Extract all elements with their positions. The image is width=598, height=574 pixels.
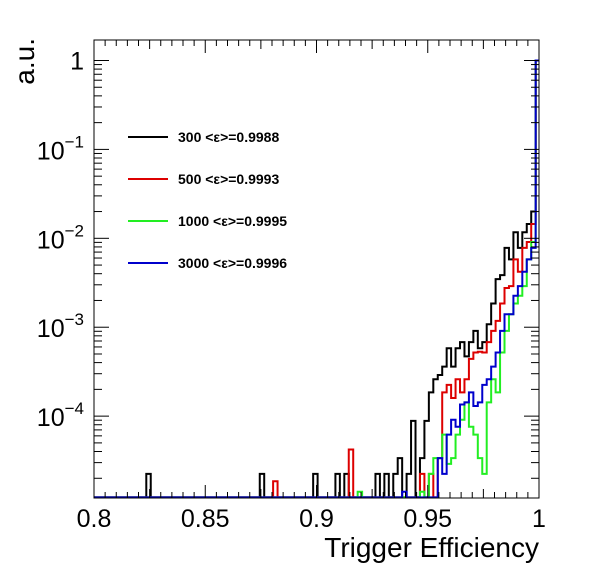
y-tick-label: 10−2: [37, 221, 84, 254]
x-tick-label: 0.95: [403, 505, 452, 533]
y-tick-label: 10−3: [37, 310, 84, 343]
y-tick-label: 10−4: [37, 399, 84, 432]
y-tick-label: 1: [70, 47, 84, 75]
x-tick-label: 0.85: [181, 505, 230, 533]
series-layer: [94, 59, 539, 499]
legend-label-2: 1000 <ε>=0.9995: [178, 213, 287, 229]
y-tick-label: 10−1: [37, 132, 84, 165]
x-tick-label: 0.8: [77, 505, 112, 533]
x-tick-label: 1: [532, 505, 546, 533]
y-axis: 1 10−1 10−2 10−3 10−4: [37, 47, 539, 479]
x-axis: 0.8 0.85 0.9 0.95 1: [77, 40, 546, 533]
legend-label-3: 3000 <ε>=0.9996: [178, 255, 287, 271]
legend-label-0: 300 <ε>=0.9988: [178, 129, 279, 145]
legend-label-1: 500 <ε>=0.9993: [178, 171, 279, 187]
series-line-3: [94, 59, 539, 499]
series-line-1: [94, 59, 539, 499]
legend: 300 <ε>=0.9988 500 <ε>=0.9993 1000 <ε>=0.9…: [128, 129, 287, 271]
x-axis-title: Trigger Efficiency: [324, 532, 539, 563]
y-axis-title: a.u.: [9, 38, 40, 85]
series-line-0: [94, 59, 539, 499]
x-tick-label: 0.9: [299, 505, 334, 533]
series-line-2: [94, 59, 539, 499]
